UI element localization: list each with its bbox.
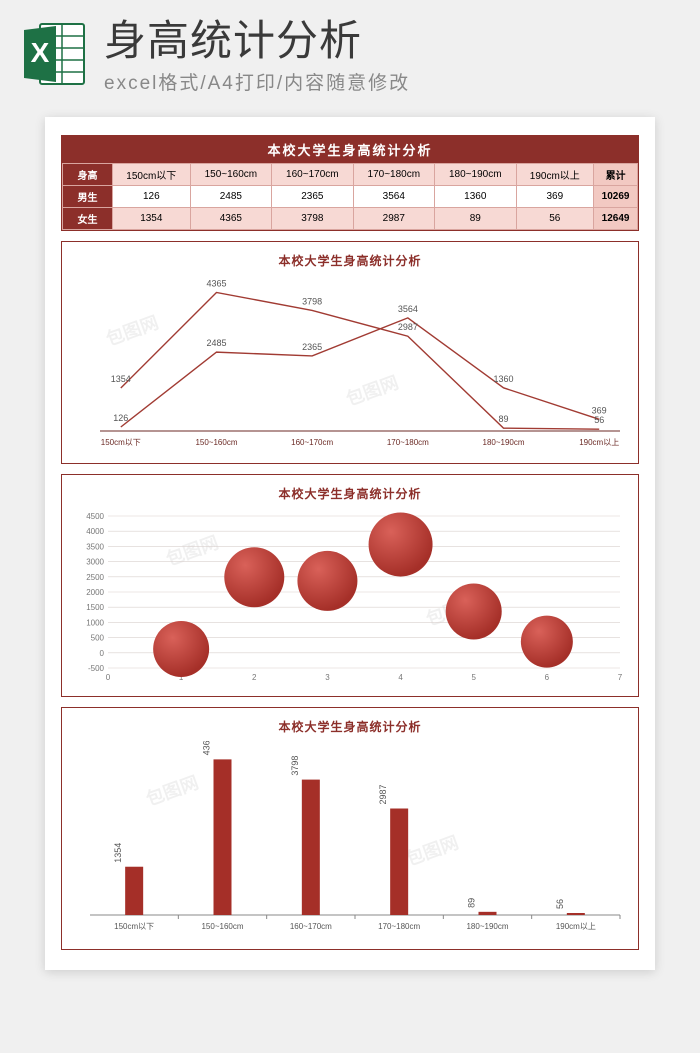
cat-cell: 150cm以下 <box>113 164 191 186</box>
svg-text:3798: 3798 <box>302 297 322 307</box>
template-header: X 身高统计分析 excel格式/A4打印/内容随意修改 <box>0 0 700 103</box>
row-label-male: 男生 <box>63 186 113 208</box>
data-cell: 3564 <box>353 186 434 208</box>
data-cell: 89 <box>435 208 516 230</box>
bubble-chart: -500050010001500200025003000350040004500… <box>70 508 630 688</box>
svg-text:1500: 1500 <box>86 603 104 612</box>
row-label-height: 身高 <box>63 164 113 186</box>
table-row: 女生 1354 4365 3798 2987 89 56 12649 <box>63 208 638 230</box>
svg-text:4: 4 <box>398 673 403 682</box>
svg-text:2987: 2987 <box>378 785 388 805</box>
svg-text:150~160cm: 150~160cm <box>201 922 243 931</box>
svg-text:89: 89 <box>499 414 509 424</box>
svg-text:X: X <box>31 37 50 68</box>
cat-cell: 160~170cm <box>272 164 353 186</box>
svg-text:3798: 3798 <box>290 756 300 776</box>
bubble-chart-title: 本校大学生身高统计分析 <box>70 485 630 502</box>
line-chart-title: 本校大学生身高统计分析 <box>70 252 630 269</box>
worksheet: 包图网 包图网 包图网 包图网 包图网 包图网 本校大学生身高统计分析 身高 1… <box>45 117 655 970</box>
cat-cell: 190cm以上 <box>516 164 594 186</box>
svg-text:4365: 4365 <box>206 279 226 289</box>
svg-text:170~180cm: 170~180cm <box>378 922 420 931</box>
svg-text:5: 5 <box>471 673 476 682</box>
svg-text:1360: 1360 <box>494 374 514 384</box>
table-row: 身高 150cm以下 150~160cm 160~170cm 170~180cm… <box>63 164 638 186</box>
svg-text:1354: 1354 <box>113 843 123 863</box>
svg-text:1354: 1354 <box>111 374 131 384</box>
data-table-block: 本校大学生身高统计分析 身高 150cm以下 150~160cm 160~170… <box>61 135 639 231</box>
total-cell: 10269 <box>594 186 638 208</box>
data-cell: 1354 <box>113 208 191 230</box>
svg-text:500: 500 <box>91 634 105 643</box>
svg-text:180~190cm: 180~190cm <box>483 438 525 447</box>
svg-text:4000: 4000 <box>86 527 104 536</box>
data-cell: 56 <box>516 208 594 230</box>
svg-text:0: 0 <box>100 649 105 658</box>
data-cell: 2365 <box>272 186 353 208</box>
svg-text:56: 56 <box>594 415 604 425</box>
svg-text:170~180cm: 170~180cm <box>387 438 429 447</box>
data-cell: 4365 <box>190 208 271 230</box>
svg-text:150~160cm: 150~160cm <box>195 438 237 447</box>
svg-text:4365: 4365 <box>202 741 212 755</box>
data-cell: 3798 <box>272 208 353 230</box>
total-cell: 12649 <box>594 208 638 230</box>
svg-text:3500: 3500 <box>86 543 104 552</box>
header-subtitle: excel格式/A4打印/内容随意修改 <box>104 68 676 95</box>
svg-text:160~170cm: 160~170cm <box>291 438 333 447</box>
svg-text:2500: 2500 <box>86 573 104 582</box>
excel-icon: X <box>18 18 90 90</box>
svg-text:-500: -500 <box>88 664 105 673</box>
data-cell: 1360 <box>435 186 516 208</box>
bar-chart-block: 本校大学生身高统计分析 1354 150cm以下 4365 150~160cm 3798… <box>61 707 639 950</box>
data-cell: 369 <box>516 186 594 208</box>
total-label: 累计 <box>594 164 638 186</box>
svg-text:7: 7 <box>618 673 623 682</box>
svg-text:3: 3 <box>325 673 330 682</box>
bubble-chart-block: 本校大学生身高统计分析 -500050010001500200025003000… <box>61 474 639 697</box>
svg-text:2: 2 <box>252 673 257 682</box>
cat-cell: 180~190cm <box>435 164 516 186</box>
bar-chart-title: 本校大学生身高统计分析 <box>70 718 630 735</box>
svg-text:56: 56 <box>555 899 565 909</box>
table-title: 本校大学生身高统计分析 <box>62 136 638 163</box>
svg-text:1000: 1000 <box>86 619 104 628</box>
svg-text:180~190cm: 180~190cm <box>466 922 508 931</box>
svg-text:6: 6 <box>545 673 550 682</box>
data-table: 身高 150cm以下 150~160cm 160~170cm 170~180cm… <box>62 163 638 230</box>
svg-text:89: 89 <box>467 898 477 908</box>
data-cell: 126 <box>113 186 191 208</box>
svg-text:190cm以上: 190cm以上 <box>556 922 596 931</box>
data-cell: 2485 <box>190 186 271 208</box>
svg-text:2987: 2987 <box>398 322 418 332</box>
svg-text:160~170cm: 160~170cm <box>290 922 332 931</box>
header-title: 身高统计分析 <box>104 18 676 64</box>
svg-text:3564: 3564 <box>398 304 418 314</box>
cat-cell: 170~180cm <box>353 164 434 186</box>
svg-text:2365: 2365 <box>302 342 322 352</box>
data-cell: 2987 <box>353 208 434 230</box>
cat-cell: 150~160cm <box>190 164 271 186</box>
header-text-block: 身高统计分析 excel格式/A4打印/内容随意修改 <box>104 18 676 95</box>
svg-text:150cm以下: 150cm以下 <box>101 438 141 447</box>
svg-text:2000: 2000 <box>86 588 104 597</box>
svg-text:2485: 2485 <box>206 338 226 348</box>
svg-text:3000: 3000 <box>86 558 104 567</box>
svg-text:369: 369 <box>592 405 607 415</box>
svg-text:0: 0 <box>106 673 111 682</box>
svg-text:190cm以上: 190cm以上 <box>579 438 619 447</box>
line-chart: 126 2485 2365 3564 1360 369 1354 4365 3798 2987 89… <box>70 275 630 455</box>
row-label-female: 女生 <box>63 208 113 230</box>
svg-text:4500: 4500 <box>86 512 104 521</box>
bar-chart: 1354 150cm以下 4365 150~160cm 3798 160~170cm 298… <box>70 741 630 941</box>
table-row: 男生 126 2485 2365 3564 1360 369 10269 <box>63 186 638 208</box>
svg-text:150cm以下: 150cm以下 <box>114 922 154 931</box>
svg-text:126: 126 <box>113 413 128 423</box>
line-chart-block: 本校大学生身高统计分析 126 2485 2365 3564 1360 369 1354 43… <box>61 241 639 464</box>
